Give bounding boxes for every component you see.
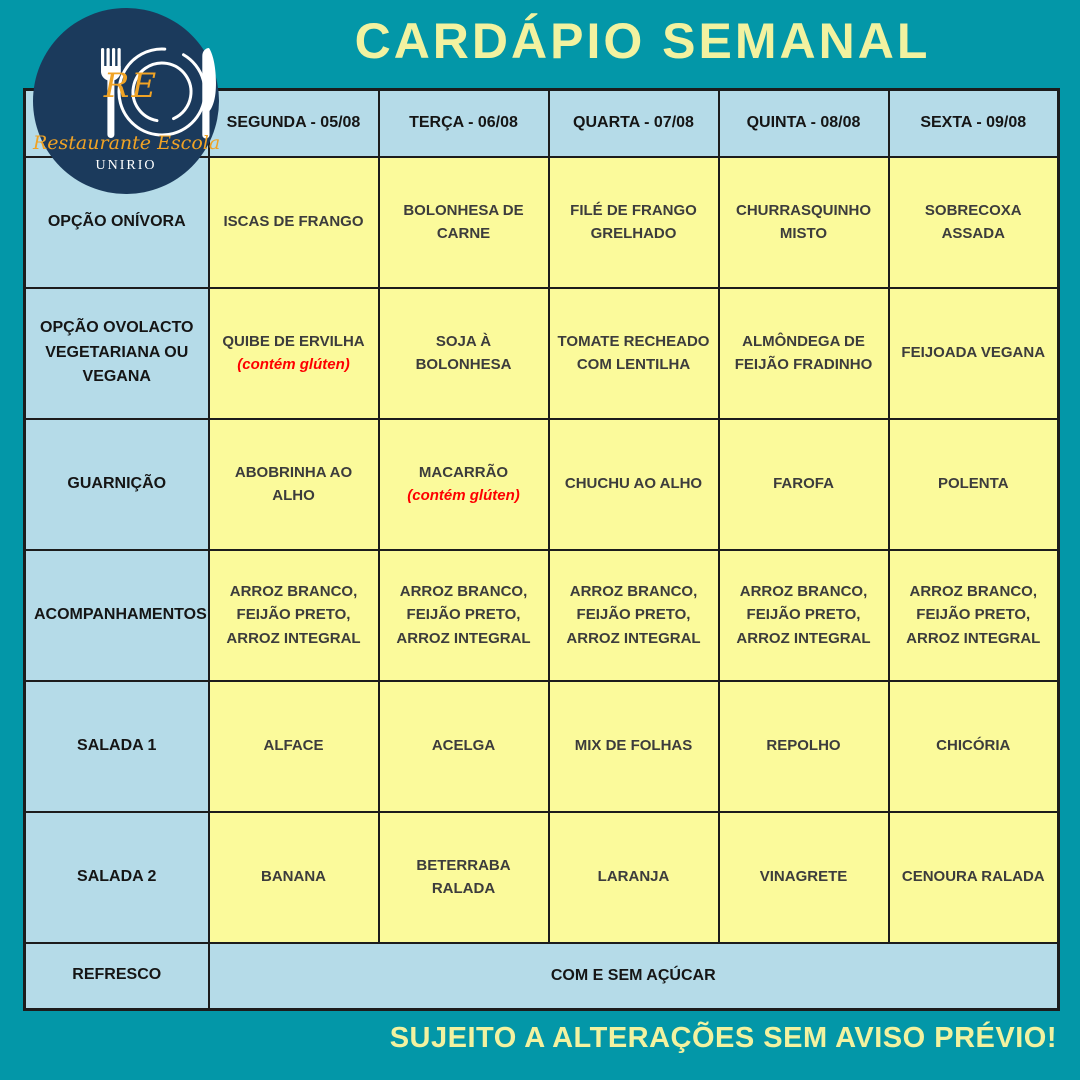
dish-text: CHICÓRIA xyxy=(936,737,1011,755)
day-header: SEXTA - 09/08 xyxy=(887,88,1060,158)
dish-text: POLENTA xyxy=(937,475,1009,493)
dish-text: FEIJOADA VEGANA xyxy=(901,344,1046,362)
menu-row: OPÇÃO OVOLACTO VEGETARIANA OU VEGANA QUIB… xyxy=(23,286,1060,420)
menu-cell: TOMATE RECHEADO COM LENTILHA xyxy=(547,286,720,420)
day-header: SEGUNDA - 05/08 xyxy=(207,88,380,158)
menu-cell: MACARRÃO (contém glúten) xyxy=(377,417,550,551)
dish-text: FAROFA xyxy=(773,475,834,493)
dish-text: ARROZ BRANCO, FEIJÃO PRETO, ARROZ INTEGR… xyxy=(566,583,701,647)
row-label: SALADA 1 xyxy=(23,679,210,813)
fork-icon xyxy=(101,48,121,138)
menu-cell: MIX DE FOLHAS xyxy=(547,679,720,813)
dish-text: ACELGA xyxy=(431,737,496,755)
dish-text: ARROZ BRANCO, FEIJÃO PRETO, ARROZ INTEGR… xyxy=(226,583,361,647)
menu-cell: QUIBE DE ERVILHA (contém glúten) xyxy=(207,286,380,420)
dish-text: BANANA xyxy=(261,868,326,886)
merged-cell: COM E SEM AÇÚCAR xyxy=(207,941,1060,1011)
menu-cell: ARROZ BRANCO, FEIJÃO PRETO, ARROZ INTEGR… xyxy=(887,548,1060,682)
logo-monogram: RE xyxy=(103,66,159,106)
menu-row: SALADA 2 BANANA BETERRABA RALADA LARANJA VIN… xyxy=(23,810,1060,944)
dish-text: REPOLHO xyxy=(766,737,841,755)
logo-name: Restaurante Escola xyxy=(33,132,221,154)
restaurant-logo: RE Restaurante Escola UNIRIO xyxy=(33,8,221,194)
menu-cell: ARROZ BRANCO, FEIJÃO PRETO, ARROZ INTEGR… xyxy=(377,548,550,682)
merged-row: REFRESCO COM E SEM AÇÚCAR xyxy=(23,941,1060,1011)
menu-cell: POLENTA xyxy=(887,417,1060,551)
menu-row: GUARNIÇÃO ABOBRINHA AO ALHO MACARRÃO (conté… xyxy=(23,417,1060,551)
menu-cell: ABOBRINHA AO ALHO xyxy=(207,417,380,551)
menu-cell: ARROZ BRANCO, FEIJÃO PRETO, ARROZ INTEGR… xyxy=(717,548,890,682)
row-label: GUARNIÇÃO xyxy=(23,417,210,551)
dish-text: CENOURA RALADA xyxy=(901,868,1045,886)
footer-note: SUJEITO A ALTERAÇÕES SEM AVISO PRÉVIO! xyxy=(389,1022,1057,1054)
dish-text: ARROZ BRANCO, FEIJÃO PRETO, ARROZ INTEGR… xyxy=(396,583,531,647)
dish-text: BETERRABA RALADA xyxy=(416,856,511,897)
menu-cell: VINAGRETE xyxy=(717,810,890,944)
dish-text: QUIBE DE ERVILHA xyxy=(222,332,365,350)
menu-row: ACOMPANHAMENTOS ARROZ BRANCO, FEIJÃO PRET… xyxy=(23,548,1060,682)
menu-cell: ACELGA xyxy=(377,679,550,813)
menu-cell: ALMÔNDEGA DE FEIJÃO FRADINHO xyxy=(717,286,890,420)
menu-cell: BETERRABA RALADA xyxy=(377,810,550,944)
allergen-note: (contém glúten) xyxy=(237,356,350,373)
menu-cell: ALFACE xyxy=(207,679,380,813)
menu-table-body: OPÇÃO ONÍVORA ISCAS DE FRANGO BOLONHESA DE… xyxy=(23,155,1060,1011)
dish-text: ARROZ BRANCO, FEIJÃO PRETO, ARROZ INTEGR… xyxy=(736,583,871,647)
dish-text: CHUCHU AO ALHO xyxy=(564,475,703,493)
menu-cell: CHURRASQUINHO MISTO xyxy=(717,155,890,289)
menu-row: SALADA 1 ALFACE ACELGA MIX DE FOLHAS REPOLHO… xyxy=(23,679,1060,813)
logo-circle xyxy=(33,8,219,194)
day-header: TERÇA - 06/08 xyxy=(377,88,550,158)
menu-cell: SOJA À BOLONHESA xyxy=(377,286,550,420)
plate-outer-circle xyxy=(117,47,207,137)
menu-row: OPÇÃO ONÍVORA ISCAS DE FRANGO BOLONHESA DE… xyxy=(23,155,1060,289)
dish-text: TOMATE RECHEADO COM LENTILHA xyxy=(557,332,710,373)
allergen-note: (contém glúten) xyxy=(407,487,520,504)
dish-text: MIX DE FOLHAS xyxy=(574,737,693,755)
menu-cell: CHICÓRIA xyxy=(887,679,1060,813)
menu-cell: REPOLHO xyxy=(717,679,890,813)
dish-text: MACARRÃO xyxy=(418,463,509,481)
row-label: ACOMPANHAMENTOS xyxy=(23,548,210,682)
page-title: CARDÁPIO SEMANAL xyxy=(354,13,931,69)
row-label: REFRESCO xyxy=(23,941,210,1011)
dish-text: SOBRECOXA ASSADA xyxy=(924,201,1022,242)
dish-text: SOJA À BOLONHESA xyxy=(415,332,512,373)
dish-text: VINAGRETE xyxy=(759,868,848,886)
row-label: OPÇÃO ONÍVORA xyxy=(23,155,210,289)
fork-plate-knife-icon xyxy=(101,47,216,139)
menu-cell: BOLONHESA DE CARNE xyxy=(377,155,550,289)
dish-text: ALMÔNDEGA DE FEIJÃO FRADINHO xyxy=(734,332,873,373)
menu-cell: ARROZ BRANCO, FEIJÃO PRETO, ARROZ INTEGR… xyxy=(547,548,720,682)
menu-cell: FEIJOADA VEGANA xyxy=(887,286,1060,420)
menu-cell: LARANJA xyxy=(547,810,720,944)
menu-cell: BANANA xyxy=(207,810,380,944)
day-header: QUARTA - 07/08 xyxy=(547,88,720,158)
menu-cell: SOBRECOXA ASSADA xyxy=(887,155,1060,289)
row-label: OPÇÃO OVOLACTO VEGETARIANA OU VEGANA xyxy=(23,286,210,420)
dish-text: BOLONHESA DE CARNE xyxy=(403,201,524,242)
dish-text: CHURRASQUINHO MISTO xyxy=(736,201,871,242)
logo-institution: UNIRIO xyxy=(95,158,157,173)
dish-text: FILÉ DE FRANGO GRELHADO xyxy=(570,201,697,242)
plate-inner-circle xyxy=(131,61,193,123)
menu-cell: CENOURA RALADA xyxy=(887,810,1060,944)
dish-text: ARROZ BRANCO, FEIJÃO PRETO, ARROZ INTEGR… xyxy=(906,583,1041,647)
menu-cell: FILÉ DE FRANGO GRELHADO xyxy=(547,155,720,289)
knife-icon xyxy=(202,48,216,139)
row-label: SALADA 2 xyxy=(23,810,210,944)
dish-text: ABOBRINHA AO ALHO xyxy=(234,463,353,504)
menu-cell: ISCAS DE FRANGO xyxy=(207,155,380,289)
menu-cell: FAROFA xyxy=(717,417,890,551)
dish-text: ISCAS DE FRANGO xyxy=(223,213,364,231)
menu-cell: ARROZ BRANCO, FEIJÃO PRETO, ARROZ INTEGR… xyxy=(207,548,380,682)
dish-text: LARANJA xyxy=(597,868,670,886)
day-header: QUINTA - 08/08 xyxy=(717,88,890,158)
weekly-menu-table: SEGUNDA - 05/08 TERÇA - 06/08 QUARTA - 07/… xyxy=(23,88,1060,1011)
menu-cell: CHUCHU AO ALHO xyxy=(547,417,720,551)
dish-text: ALFACE xyxy=(263,737,324,755)
